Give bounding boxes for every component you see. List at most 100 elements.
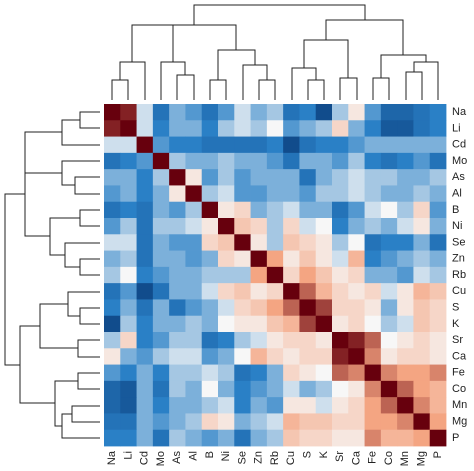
cell <box>380 120 398 137</box>
cell <box>348 397 365 414</box>
cell <box>315 413 333 431</box>
cell <box>234 397 251 414</box>
column-label: As <box>171 451 183 464</box>
cell <box>169 283 186 300</box>
cell <box>380 152 398 170</box>
cell <box>315 380 333 398</box>
cell <box>136 250 154 268</box>
cell <box>250 234 268 251</box>
cell <box>120 169 137 186</box>
row-label: B <box>452 204 459 216</box>
cell <box>364 380 382 398</box>
cell <box>120 120 137 137</box>
cell <box>299 185 317 203</box>
cell <box>218 136 235 154</box>
cell <box>413 152 431 170</box>
cell <box>152 315 170 333</box>
cell <box>152 218 170 235</box>
column-label: Mn <box>399 451 411 466</box>
column-label: Ni <box>220 451 232 461</box>
cell <box>315 152 333 170</box>
cell <box>218 104 235 121</box>
cell <box>218 120 235 137</box>
column-label: B <box>204 451 216 458</box>
row-label: Rb <box>452 269 466 281</box>
cell <box>364 364 382 382</box>
column-label: Mg <box>415 451 427 466</box>
cell <box>152 104 170 121</box>
cell <box>218 315 235 333</box>
cell <box>104 234 121 251</box>
cell <box>413 120 431 137</box>
cell <box>234 315 251 333</box>
cell <box>201 380 219 398</box>
cell <box>397 104 414 121</box>
cell <box>201 332 219 349</box>
cell <box>201 266 219 284</box>
cell <box>250 364 268 382</box>
cell <box>185 283 203 300</box>
cell <box>380 169 398 186</box>
cell <box>120 218 137 235</box>
cell <box>348 201 365 219</box>
cell <box>348 120 365 137</box>
cell <box>380 429 398 447</box>
cell <box>250 380 268 398</box>
cell <box>152 152 170 170</box>
cell <box>332 332 349 349</box>
cell <box>397 332 414 349</box>
cell <box>283 315 300 333</box>
cell <box>169 120 186 137</box>
cell <box>348 136 365 154</box>
cell <box>266 201 284 219</box>
cell <box>185 266 203 284</box>
column-label: Rb <box>269 451 281 465</box>
cell <box>266 397 284 414</box>
row-label: Sr <box>452 334 463 346</box>
cell <box>283 364 300 382</box>
cell <box>185 380 203 398</box>
column-label: Cd <box>139 451 151 465</box>
column-label: S <box>301 451 313 458</box>
cell <box>266 348 284 365</box>
cell <box>185 104 203 121</box>
cell <box>413 104 431 121</box>
cell <box>413 234 431 251</box>
cell <box>250 201 268 219</box>
cell <box>218 169 235 186</box>
column-label: Zn <box>253 451 265 464</box>
cell <box>299 380 317 398</box>
cell <box>397 120 414 137</box>
cell <box>250 397 268 414</box>
cell <box>283 332 300 349</box>
cell <box>136 169 154 186</box>
column-label: Ca <box>350 450 362 465</box>
cell <box>299 332 317 349</box>
column-label: P <box>432 451 444 458</box>
cell <box>364 299 382 317</box>
cell <box>315 332 333 349</box>
cell <box>201 397 219 414</box>
cell <box>332 283 349 300</box>
cell <box>104 266 121 284</box>
cell <box>120 104 137 121</box>
cell <box>218 218 235 235</box>
cell <box>380 136 398 154</box>
cell <box>429 332 447 349</box>
column-label: Na <box>106 450 118 465</box>
cell <box>266 429 284 447</box>
cell <box>185 234 203 251</box>
row-label: S <box>452 301 459 313</box>
cell <box>299 364 317 382</box>
cell <box>201 120 219 137</box>
cell <box>234 201 251 219</box>
cell <box>104 185 121 203</box>
cell <box>218 380 235 398</box>
cell <box>348 283 365 300</box>
cell <box>250 413 268 431</box>
cell <box>413 185 431 203</box>
cell <box>364 169 382 186</box>
cell <box>315 104 333 121</box>
cell <box>120 201 137 219</box>
cell <box>299 299 317 317</box>
